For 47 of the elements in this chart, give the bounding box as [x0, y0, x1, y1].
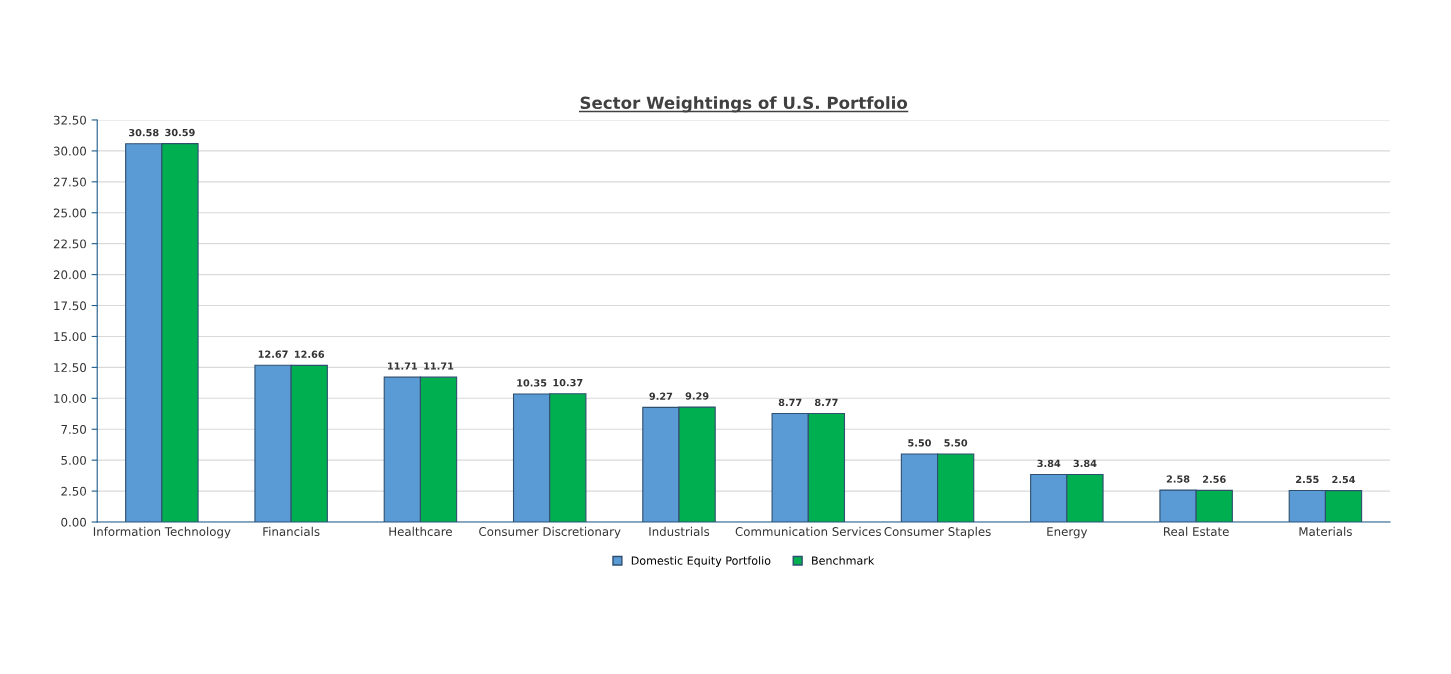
x-tick-label: Energy [1047, 527, 1088, 539]
x-tick-label: Real Estate [1164, 526, 1229, 537]
data-label: 8.77 [814, 398, 838, 407]
data-label: 30.58 [129, 128, 159, 137]
data-label: 2.55 [1296, 475, 1319, 484]
data-label: 2.58 [1166, 475, 1190, 483]
data-label: 10.37 [553, 378, 583, 387]
data-label: 30.59 [165, 128, 195, 137]
data-label: 11.71 [388, 362, 418, 370]
y-tick-label: 27.50 [53, 177, 87, 187]
data-label: 12.67 [258, 350, 288, 358]
data-label: 3.84 [1037, 459, 1061, 468]
y-tick-label: 7.50 [61, 424, 87, 434]
y-tick-label: 12.50 [54, 363, 87, 373]
data-label: 9.29 [685, 392, 709, 400]
x-tick-label: Healthcare [389, 526, 452, 537]
x-tick-label: Materials [1299, 526, 1352, 537]
y-tick-label: 10.00 [54, 394, 87, 403]
y-tick-label: 20.00 [53, 270, 87, 280]
y-tick-label: 30.00 [53, 146, 87, 156]
y-tick-label: 0.00 [61, 517, 87, 527]
data-label: 12.66 [294, 350, 325, 358]
legend-label: Domestic Equity Portfolio [631, 556, 771, 567]
data-label: 5.50 [908, 439, 931, 447]
data-label: 2.56 [1203, 475, 1226, 483]
data-label: 10.35 [517, 379, 547, 387]
chart-title: Sector Weightings of U.S. Portfolio [580, 96, 908, 113]
y-tick-label: 25.00 [53, 208, 87, 218]
data-label: 2.54 [1332, 475, 1356, 484]
y-tick-label: 2.50 [61, 486, 87, 496]
data-label: 8.77 [778, 398, 802, 407]
data-label: 11.71 [424, 362, 454, 370]
x-tick-label: Communication Services [735, 526, 881, 537]
y-tick-label: 15.00 [54, 332, 87, 342]
legend-label: Benchmark [812, 556, 875, 565]
data-label: 3.84 [1073, 459, 1097, 468]
x-tick-label: Financials [263, 526, 320, 537]
y-tick-label: 22.50 [53, 239, 87, 249]
x-tick-label: Information Technology [93, 526, 231, 539]
x-tick-label: Consumer Staples [884, 526, 991, 539]
data-label: 9.27 [649, 392, 673, 400]
y-tick-label: 32.50 [53, 115, 87, 125]
data-label: 5.50 [944, 439, 968, 447]
y-tick-label: 17.50 [54, 301, 87, 311]
y-tick-label: 5.00 [61, 455, 87, 465]
x-tick-label: Industrials [649, 526, 710, 537]
x-tick-label: Consumer Discretionary [479, 526, 621, 539]
